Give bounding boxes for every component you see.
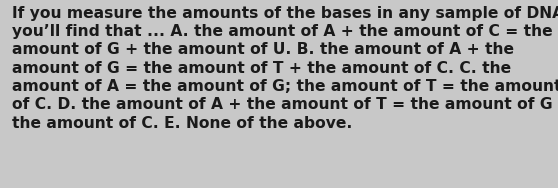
Text: If you measure the amounts of the bases in any sample of DNA,
you’ll find that .: If you measure the amounts of the bases … [12, 6, 558, 131]
